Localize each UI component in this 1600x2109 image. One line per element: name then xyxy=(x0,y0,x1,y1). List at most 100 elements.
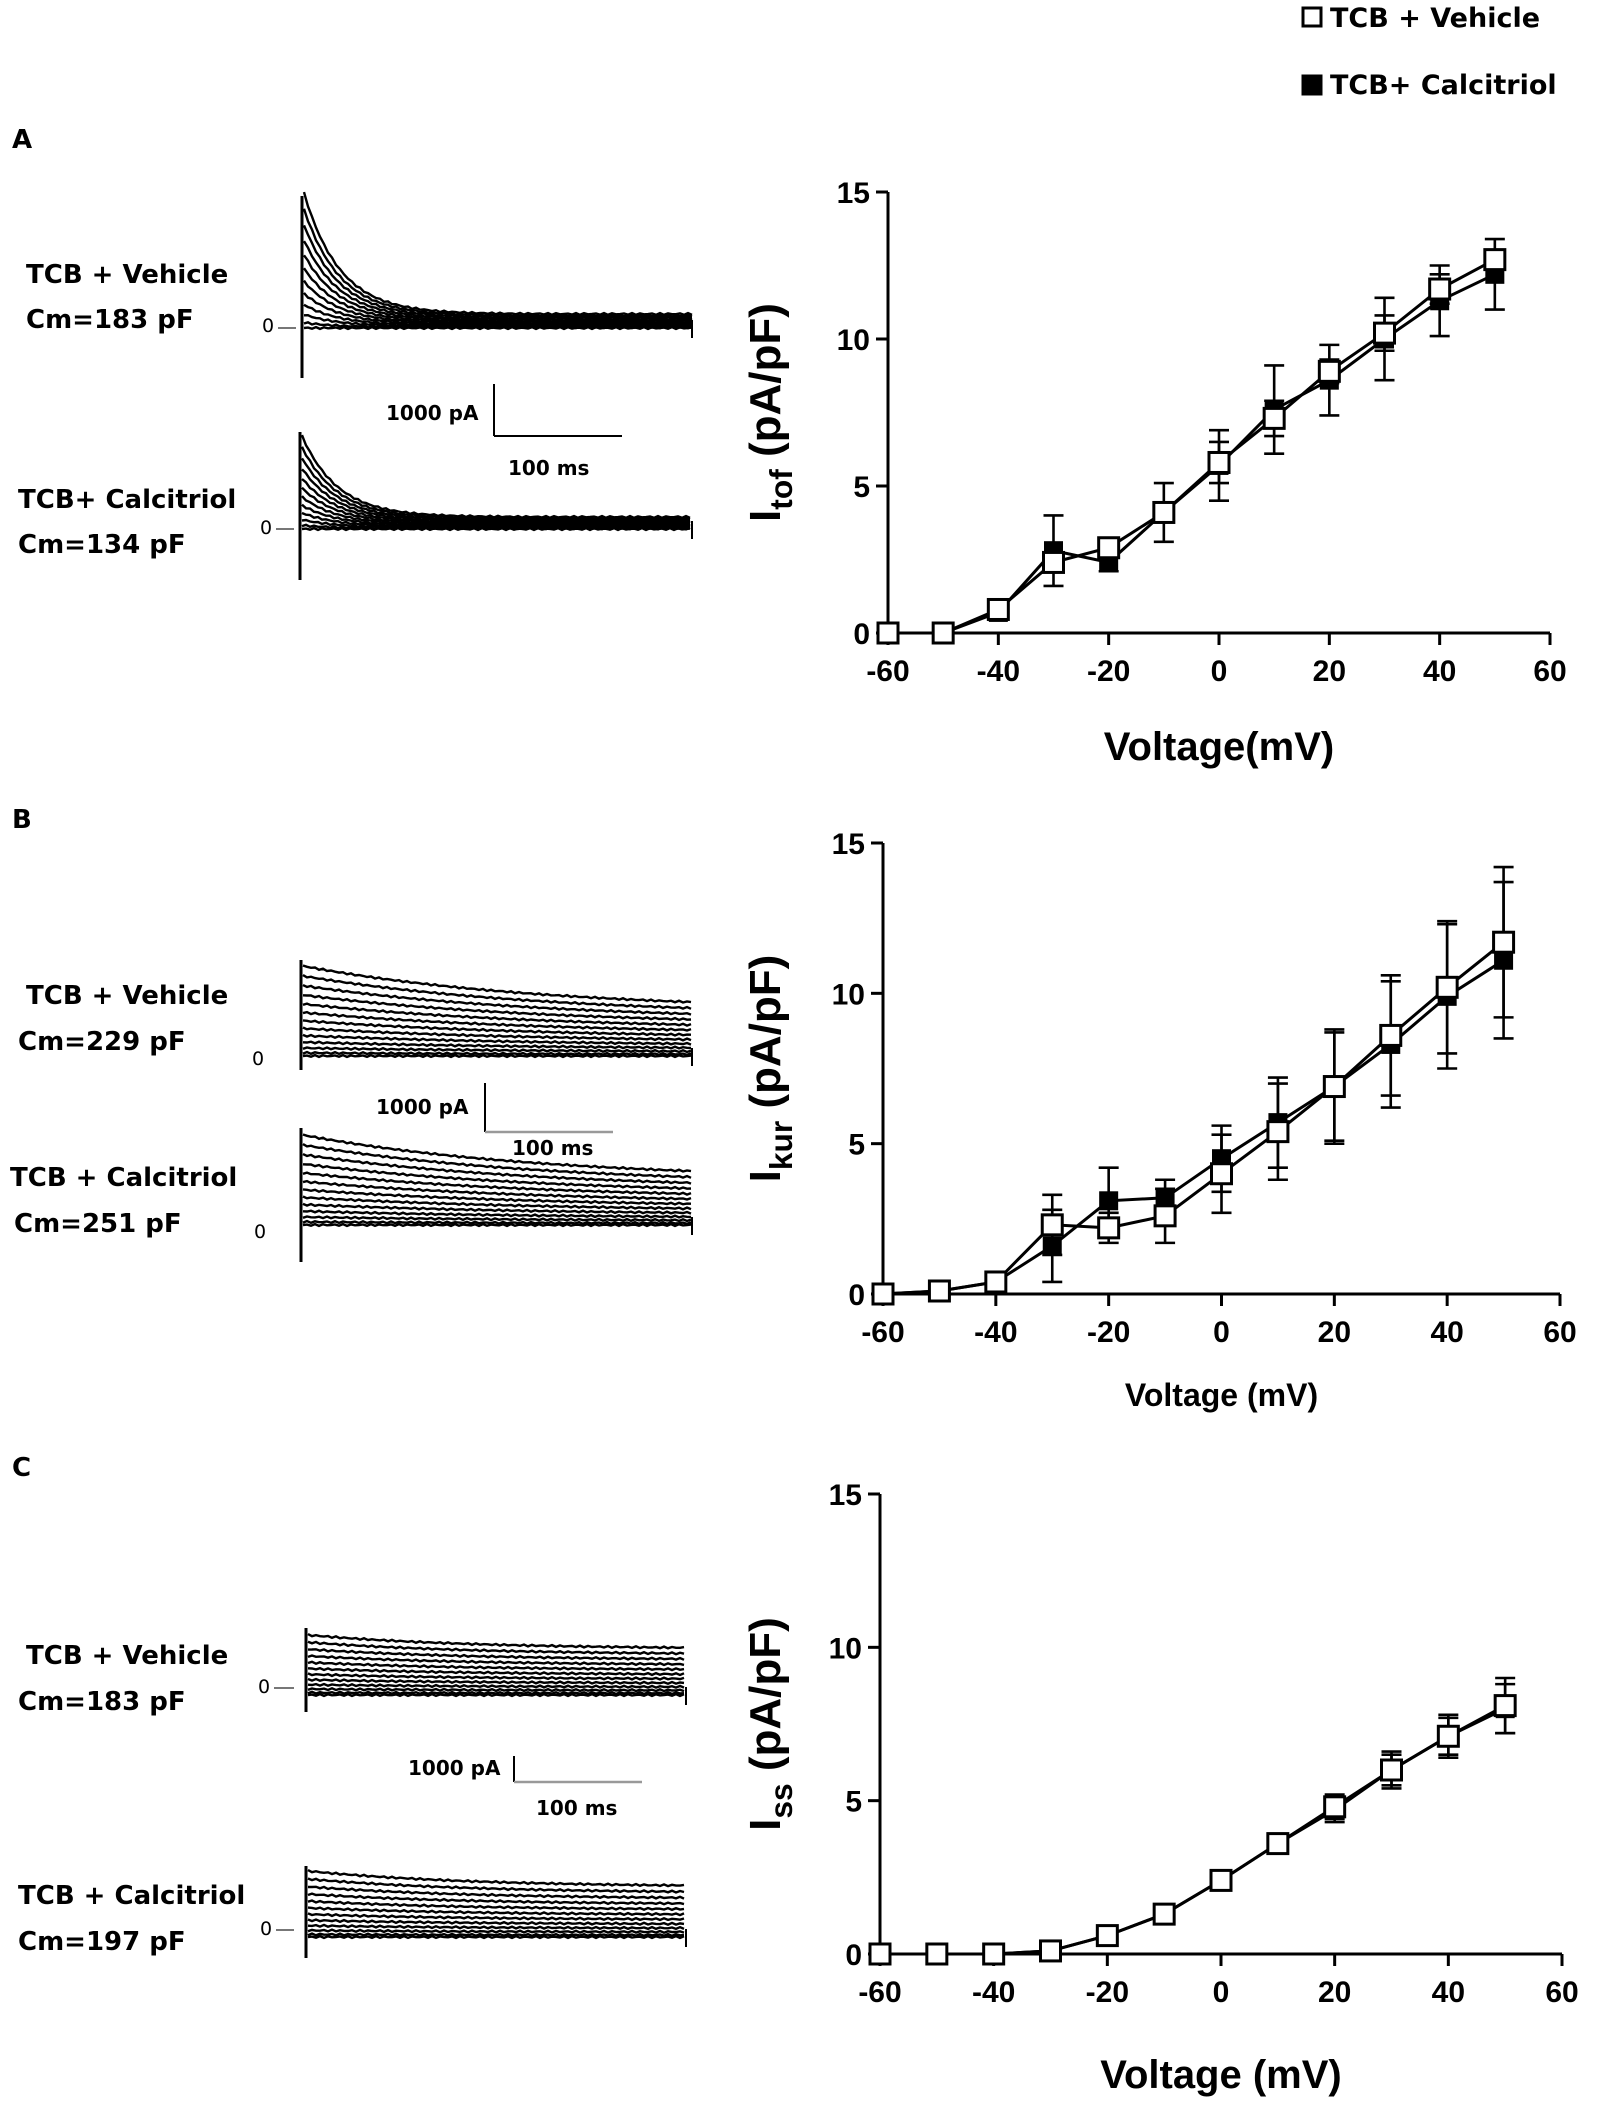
current-trace xyxy=(302,1050,692,1057)
current-traces-b-vehicle xyxy=(299,960,693,1070)
trace-zero-c-vehicle: 0 xyxy=(258,1676,270,1698)
current-trace xyxy=(308,1885,685,1900)
legend-marker-vehicle xyxy=(1301,6,1323,28)
current-trace xyxy=(302,1133,692,1173)
trace-label-c-vehicle: TCB + Vehicle xyxy=(26,1641,228,1671)
current-trace xyxy=(307,1682,685,1689)
series-vehicle xyxy=(876,248,1507,645)
scale-bar-time-a: 100 ms xyxy=(508,456,589,480)
scale-bar-time-b: 100 ms xyxy=(512,1136,593,1160)
data-point-open xyxy=(1373,321,1396,345)
current-trace xyxy=(307,1660,685,1672)
x-tick-label: 40 xyxy=(1423,655,1456,688)
current-trace xyxy=(303,279,693,326)
trace-label-a-vehicle: TCB + Vehicle xyxy=(26,260,228,290)
scale-bar-current-b: 1000 pA xyxy=(376,1095,469,1119)
current-traces-a-vehicle xyxy=(300,191,693,378)
x-tick-label: 0 xyxy=(1211,655,1228,688)
data-point-open xyxy=(984,1270,1008,1294)
trace-zero-a-calcitriol: 0 xyxy=(260,517,272,539)
data-point-open xyxy=(1266,1120,1290,1144)
series-line xyxy=(888,258,1496,635)
trace-cm-a-vehicle: Cm=183 pF xyxy=(26,305,194,335)
series-line xyxy=(882,959,1505,1296)
scale-bar-current-c: 1000 pA xyxy=(408,1756,501,1780)
data-point-open xyxy=(1483,248,1507,272)
data-point-open xyxy=(1152,1902,1176,1926)
x-tick-label: -40 xyxy=(977,655,1020,688)
y-axis-title-unit: (pA/pF) xyxy=(741,303,790,469)
current-trace xyxy=(302,974,692,1010)
trace-cm-b-calcitriol: Cm=251 pF xyxy=(14,1209,182,1239)
x-tick-label: 0 xyxy=(1213,1316,1230,1349)
y-tick-label: 0 xyxy=(845,1939,862,1972)
trace-cm-b-vehicle: Cm=229 pF xyxy=(18,1027,186,1057)
x-tick-label: -20 xyxy=(1087,655,1130,688)
data-point-open xyxy=(1152,500,1176,524)
current-trace xyxy=(307,1877,685,1894)
x-tick-label: 0 xyxy=(1213,1976,1230,2009)
x-tick-label: -60 xyxy=(861,1316,904,1349)
current-trace xyxy=(302,208,693,318)
data-point-open xyxy=(1323,1795,1347,1819)
y-axis-title: Ikur (pA/pF) xyxy=(741,955,799,1183)
x-axis-title: Voltage (mV) xyxy=(1100,2053,1342,2097)
x-tick-label: -60 xyxy=(866,655,909,688)
y-axis-title-main: I xyxy=(741,510,790,522)
current-trace xyxy=(307,1690,685,1696)
x-tick-label: 40 xyxy=(1430,1316,1463,1349)
y-axis-title-sub: kur xyxy=(763,1121,799,1170)
current-trace xyxy=(307,1934,685,1940)
data-point-open xyxy=(1097,536,1121,560)
current-trace xyxy=(307,1672,685,1681)
panel-letter-c: C xyxy=(12,1453,31,1483)
data-point-open xyxy=(1040,1213,1064,1237)
data-point-open xyxy=(1097,1216,1121,1240)
x-tick-label: 60 xyxy=(1545,1976,1578,2009)
current-trace xyxy=(302,984,692,1016)
current-trace xyxy=(302,1215,692,1223)
current-trace xyxy=(302,1163,692,1191)
y-tick-label: 15 xyxy=(832,828,865,861)
trace-label-c-calcitriol: TCB + Calcitriol xyxy=(18,1881,245,1911)
x-tick-label: 20 xyxy=(1313,655,1346,688)
current-trace xyxy=(302,1195,692,1211)
current-trace xyxy=(302,1046,692,1054)
legend-label-calcitriol: TCB+ Calcitriol xyxy=(1330,70,1557,101)
data-point-open xyxy=(1042,550,1065,574)
legend-marker-calcitriol xyxy=(1301,74,1323,96)
y-tick-label: 10 xyxy=(837,324,870,357)
scale-bar-current-a: 1000 pA xyxy=(386,401,479,425)
current-trace xyxy=(302,1222,692,1228)
current-trace xyxy=(302,1143,692,1179)
y-axis-title-unit: (pA/pF) xyxy=(741,955,790,1121)
data-point-open xyxy=(868,1942,892,1966)
current-trace xyxy=(300,434,691,520)
y-tick-label: 5 xyxy=(853,471,870,504)
series-calcitriol xyxy=(878,237,1505,643)
current-trace xyxy=(307,1677,685,1685)
series-line xyxy=(888,272,1496,635)
current-trace xyxy=(302,1010,692,1032)
legend: TCB + Vehicle TCB+ Calcitriol xyxy=(1301,3,1557,101)
current-trace xyxy=(307,1869,685,1888)
x-axis-title: Voltage(mV) xyxy=(1104,725,1334,769)
data-point-open xyxy=(1379,1023,1403,1047)
trace-label-a-calcitriol: TCB+ Calcitriol xyxy=(18,485,236,515)
current-trace xyxy=(307,1906,685,1917)
x-tick-label: -40 xyxy=(974,1316,1017,1349)
data-point-open xyxy=(1209,1868,1233,1892)
y-axis-title: Iss (pA/pF) xyxy=(741,1617,799,1831)
series-line xyxy=(880,1704,1506,1956)
data-point-open xyxy=(876,621,900,645)
current-trace xyxy=(301,478,691,525)
trace-label-b-vehicle: TCB + Vehicle xyxy=(26,981,228,1011)
trace-zero-a-vehicle: 0 xyxy=(262,315,274,337)
current-trace xyxy=(302,1026,692,1042)
y-tick-label: 5 xyxy=(845,1786,862,1819)
current-trace xyxy=(302,1179,692,1201)
y-tick-label: 5 xyxy=(848,1129,865,1162)
current-trace xyxy=(307,1899,685,1912)
x-tick-label: -20 xyxy=(1087,1316,1130,1349)
data-point-open xyxy=(1317,359,1341,383)
